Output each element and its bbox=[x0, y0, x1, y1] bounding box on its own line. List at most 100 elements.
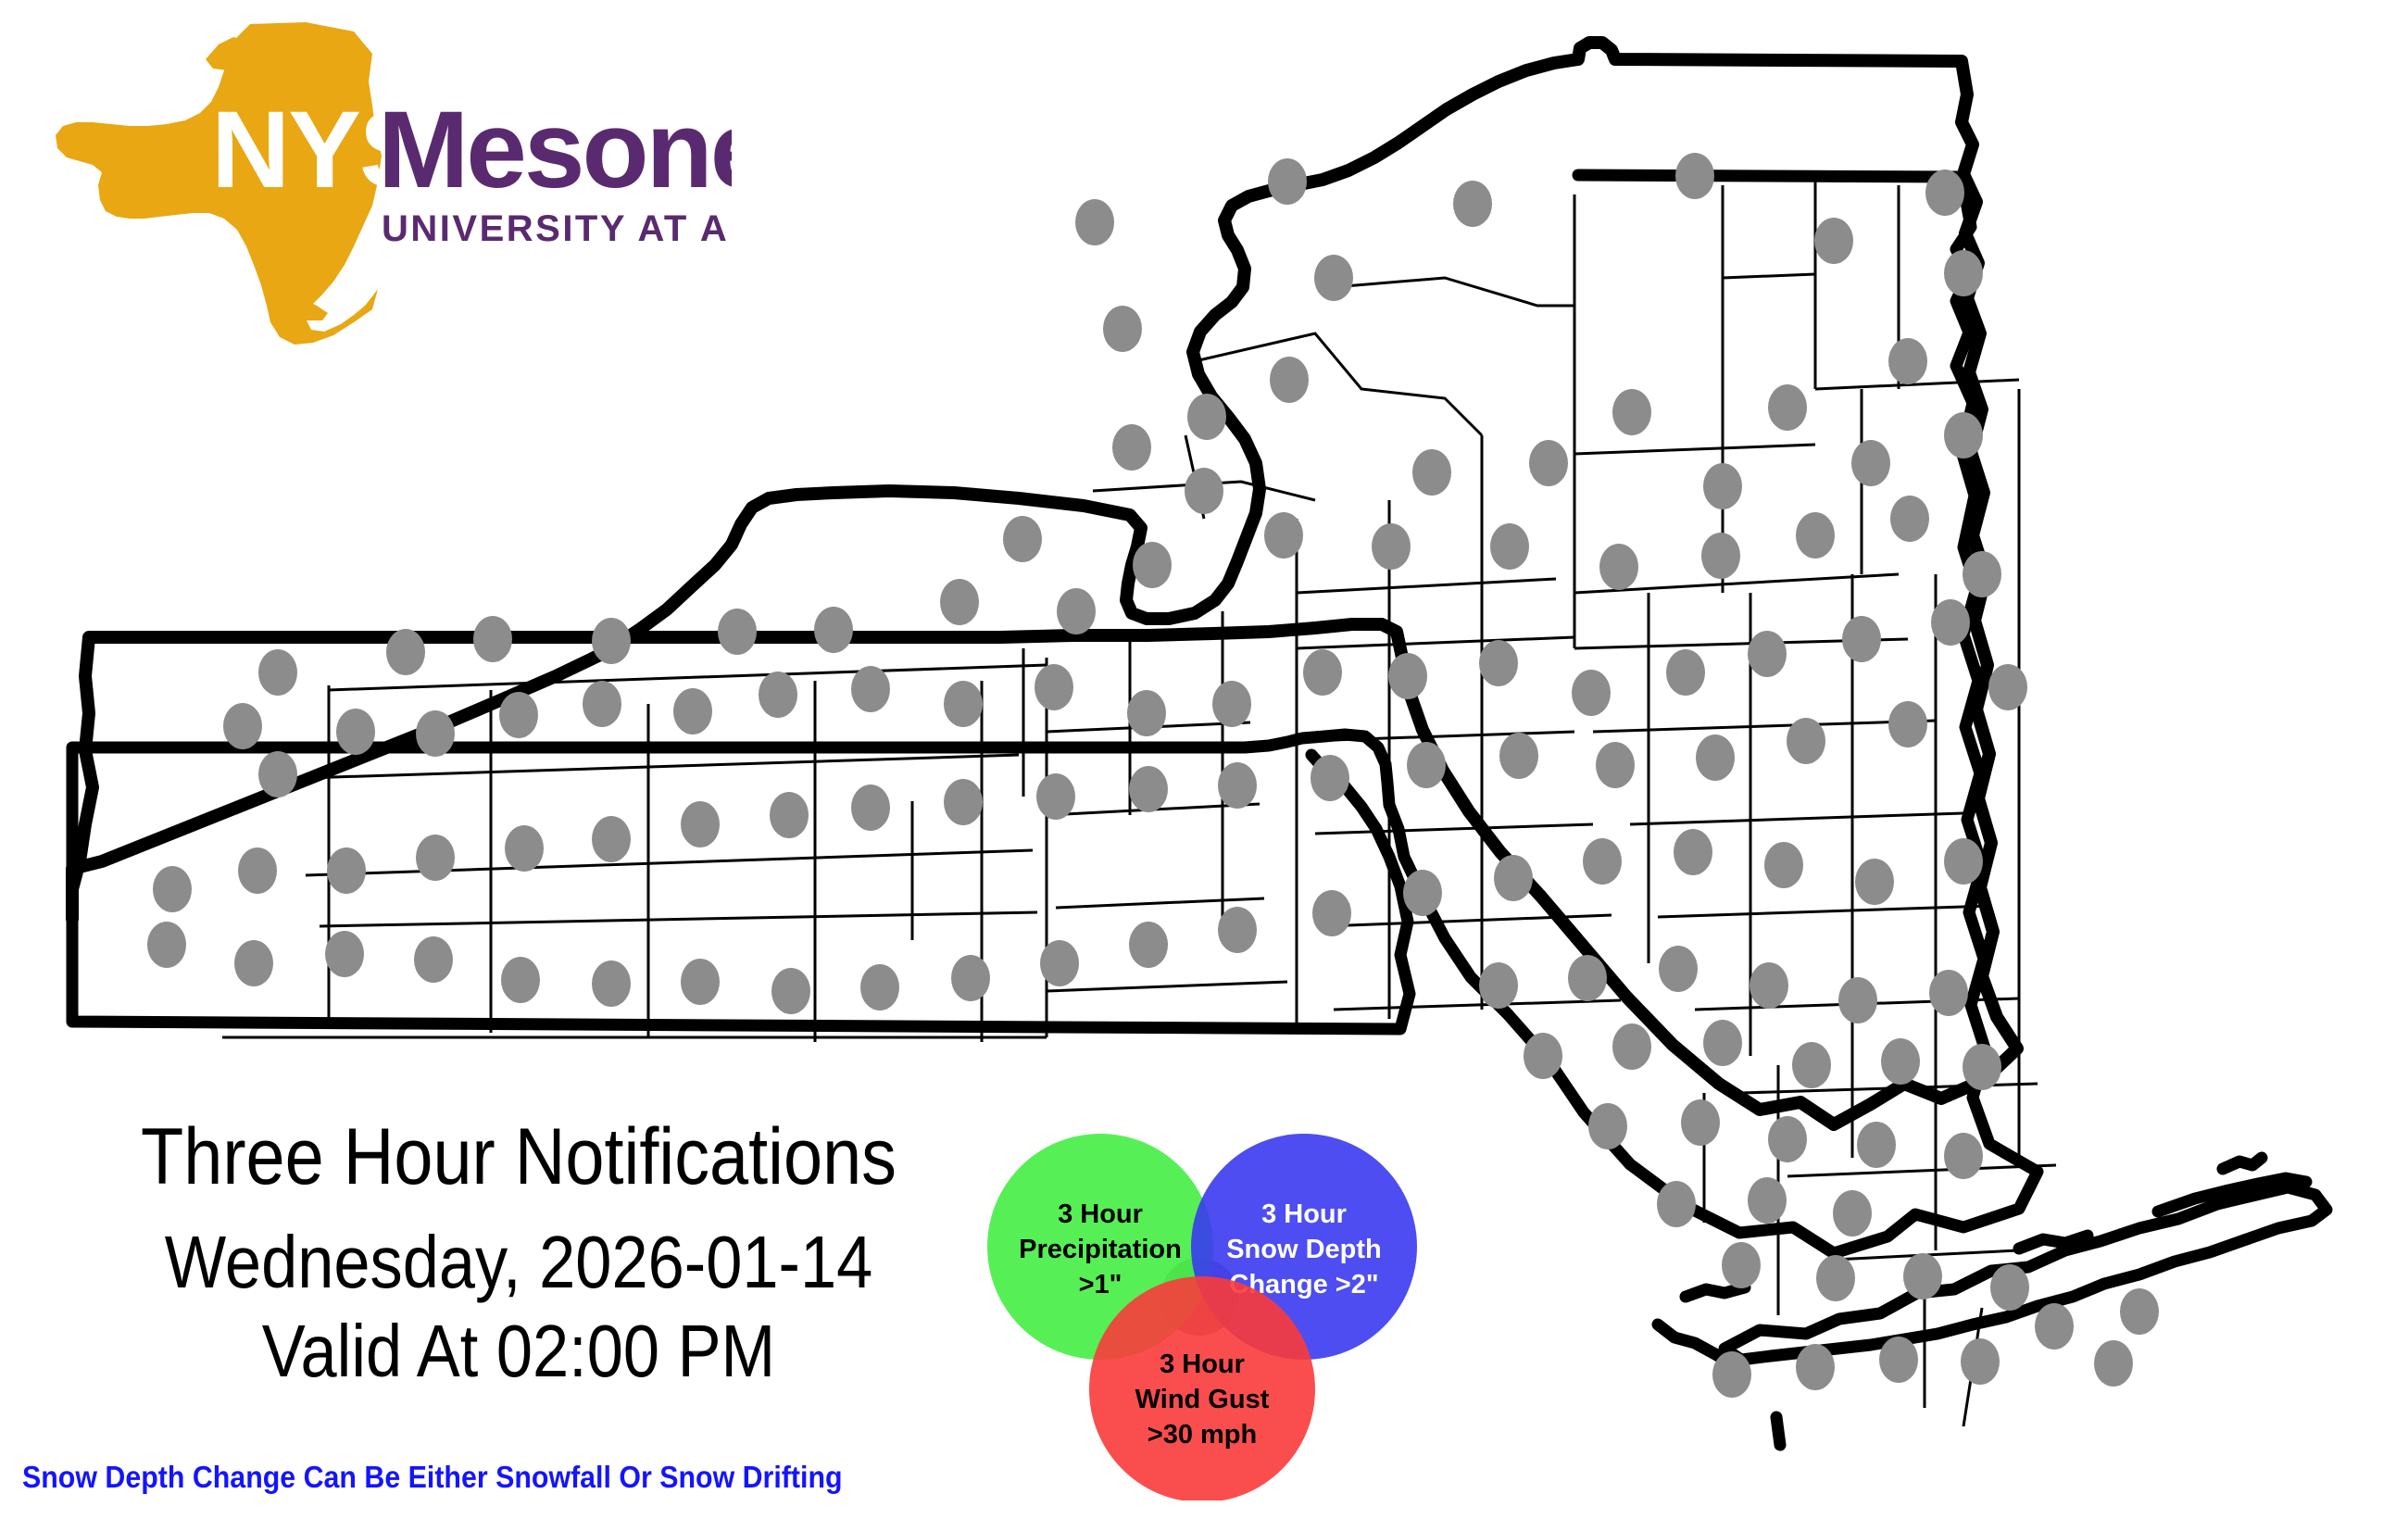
station-marker[interactable] bbox=[1890, 496, 1929, 542]
station-marker[interactable] bbox=[1787, 718, 1825, 764]
station-marker[interactable] bbox=[1903, 1253, 1942, 1299]
station-marker[interactable] bbox=[1212, 681, 1251, 727]
station-marker[interactable] bbox=[327, 847, 366, 894]
station-marker[interactable] bbox=[1040, 940, 1079, 986]
station-marker[interactable] bbox=[2094, 1340, 2133, 1387]
station-marker[interactable] bbox=[1944, 412, 1983, 458]
station-marker[interactable] bbox=[814, 607, 853, 653]
station-marker[interactable] bbox=[1129, 766, 1168, 812]
station-marker[interactable] bbox=[1035, 664, 1073, 710]
station-marker[interactable] bbox=[1701, 533, 1740, 579]
station-marker[interactable] bbox=[592, 618, 631, 664]
station-marker[interactable] bbox=[1750, 962, 1788, 1009]
station-marker[interactable] bbox=[1881, 1038, 1920, 1085]
station-marker[interactable] bbox=[1988, 664, 2027, 710]
station-marker[interactable] bbox=[153, 866, 192, 912]
station-marker[interactable] bbox=[718, 609, 757, 655]
station-marker[interactable] bbox=[681, 959, 720, 1005]
station-marker[interactable] bbox=[1888, 338, 1927, 384]
station-marker[interactable] bbox=[592, 816, 631, 862]
station-marker[interactable] bbox=[1596, 742, 1635, 788]
station-marker[interactable] bbox=[1961, 1338, 2000, 1385]
station-marker[interactable] bbox=[1312, 890, 1351, 936]
station-marker[interactable] bbox=[1857, 1122, 1896, 1168]
station-marker[interactable] bbox=[1264, 512, 1303, 559]
station-marker[interactable] bbox=[1768, 1116, 1807, 1162]
station-marker[interactable] bbox=[770, 792, 809, 838]
station-marker[interactable] bbox=[223, 703, 262, 749]
station-marker[interactable] bbox=[1833, 1190, 1872, 1237]
station-marker[interactable] bbox=[944, 779, 983, 825]
station-marker[interactable] bbox=[681, 801, 720, 847]
station-marker[interactable] bbox=[1479, 640, 1518, 686]
station-marker[interactable] bbox=[1963, 1044, 2001, 1090]
station-marker[interactable] bbox=[1407, 742, 1446, 788]
station-marker[interactable] bbox=[1612, 1023, 1651, 1070]
station-marker[interactable] bbox=[2035, 1303, 2074, 1350]
station-marker[interactable] bbox=[1963, 551, 2001, 597]
station-marker[interactable] bbox=[1612, 389, 1651, 435]
notification-legend[interactable]: 3 Hour Precipitation >1" 3 Hour Snow Dep… bbox=[968, 1065, 1431, 1500]
station-marker[interactable] bbox=[336, 709, 375, 755]
station-marker[interactable] bbox=[1666, 649, 1705, 696]
station-marker[interactable] bbox=[1888, 701, 1927, 747]
station-marker[interactable] bbox=[1311, 755, 1349, 801]
station-marker[interactable] bbox=[416, 835, 455, 881]
legend-circle-wind-gust[interactable]: 3 Hour Wind Gust >30 mph bbox=[1089, 1276, 1315, 1500]
station-marker[interactable] bbox=[1944, 1133, 1983, 1179]
station-marker[interactable] bbox=[583, 681, 621, 727]
station-marker[interactable] bbox=[1703, 463, 1742, 509]
station-marker[interactable] bbox=[505, 825, 544, 872]
station-marker[interactable] bbox=[1659, 946, 1698, 992]
station-marker[interactable] bbox=[1185, 468, 1223, 514]
station-marker[interactable] bbox=[1944, 250, 1983, 296]
station-marker[interactable] bbox=[1412, 449, 1451, 496]
station-marker[interactable] bbox=[234, 940, 273, 986]
station-marker[interactable] bbox=[1855, 859, 1894, 905]
station-marker[interactable] bbox=[1127, 690, 1166, 736]
station-marker[interactable] bbox=[1838, 977, 1877, 1023]
station-marker[interactable] bbox=[258, 751, 297, 797]
station-marker[interactable] bbox=[499, 692, 538, 738]
station-marker[interactable] bbox=[940, 579, 979, 625]
station-marker[interactable] bbox=[1003, 516, 1042, 562]
station-marker[interactable] bbox=[1681, 1099, 1720, 1146]
station-marker[interactable] bbox=[501, 957, 540, 1003]
station-marker[interactable] bbox=[1657, 1181, 1696, 1227]
station-marker[interactable] bbox=[759, 672, 797, 718]
station-marker[interactable] bbox=[1931, 599, 1970, 646]
station-marker[interactable] bbox=[1494, 855, 1533, 901]
station-marker[interactable] bbox=[258, 649, 297, 696]
station-marker[interactable] bbox=[2120, 1288, 2159, 1335]
station-marker[interactable] bbox=[1796, 1344, 1835, 1390]
station-marker[interactable] bbox=[1490, 523, 1529, 570]
station-marker[interactable] bbox=[1990, 1264, 2029, 1311]
station-marker[interactable] bbox=[1588, 1103, 1627, 1149]
station-marker[interactable] bbox=[1479, 962, 1518, 1009]
station-marker[interactable] bbox=[1499, 733, 1538, 779]
station-marker[interactable] bbox=[1748, 631, 1787, 677]
station-marker[interactable] bbox=[1187, 394, 1226, 440]
station-marker[interactable] bbox=[1816, 1255, 1855, 1301]
station-marker[interactable] bbox=[1842, 616, 1881, 662]
station-marker[interactable] bbox=[1133, 542, 1172, 588]
station-marker[interactable] bbox=[1529, 440, 1568, 486]
station-marker[interactable] bbox=[1796, 512, 1835, 559]
station-marker[interactable] bbox=[851, 666, 890, 712]
station-marker[interactable] bbox=[1453, 181, 1492, 227]
station-marker[interactable] bbox=[1944, 838, 1983, 885]
station-marker[interactable] bbox=[325, 931, 364, 977]
station-marker[interactable] bbox=[1675, 153, 1714, 199]
station-marker[interactable] bbox=[1303, 649, 1342, 696]
station-marker[interactable] bbox=[238, 847, 277, 894]
station-marker[interactable] bbox=[1748, 1177, 1787, 1224]
station-marker[interactable] bbox=[1764, 842, 1803, 888]
station-marker[interactable] bbox=[1112, 424, 1151, 471]
station-marker[interactable] bbox=[1792, 1042, 1831, 1088]
station-marker[interactable] bbox=[673, 688, 712, 734]
station-marker[interactable] bbox=[414, 936, 453, 983]
station-marker[interactable] bbox=[860, 964, 899, 1011]
station-marker[interactable] bbox=[1403, 870, 1442, 916]
station-marker[interactable] bbox=[1057, 588, 1096, 634]
